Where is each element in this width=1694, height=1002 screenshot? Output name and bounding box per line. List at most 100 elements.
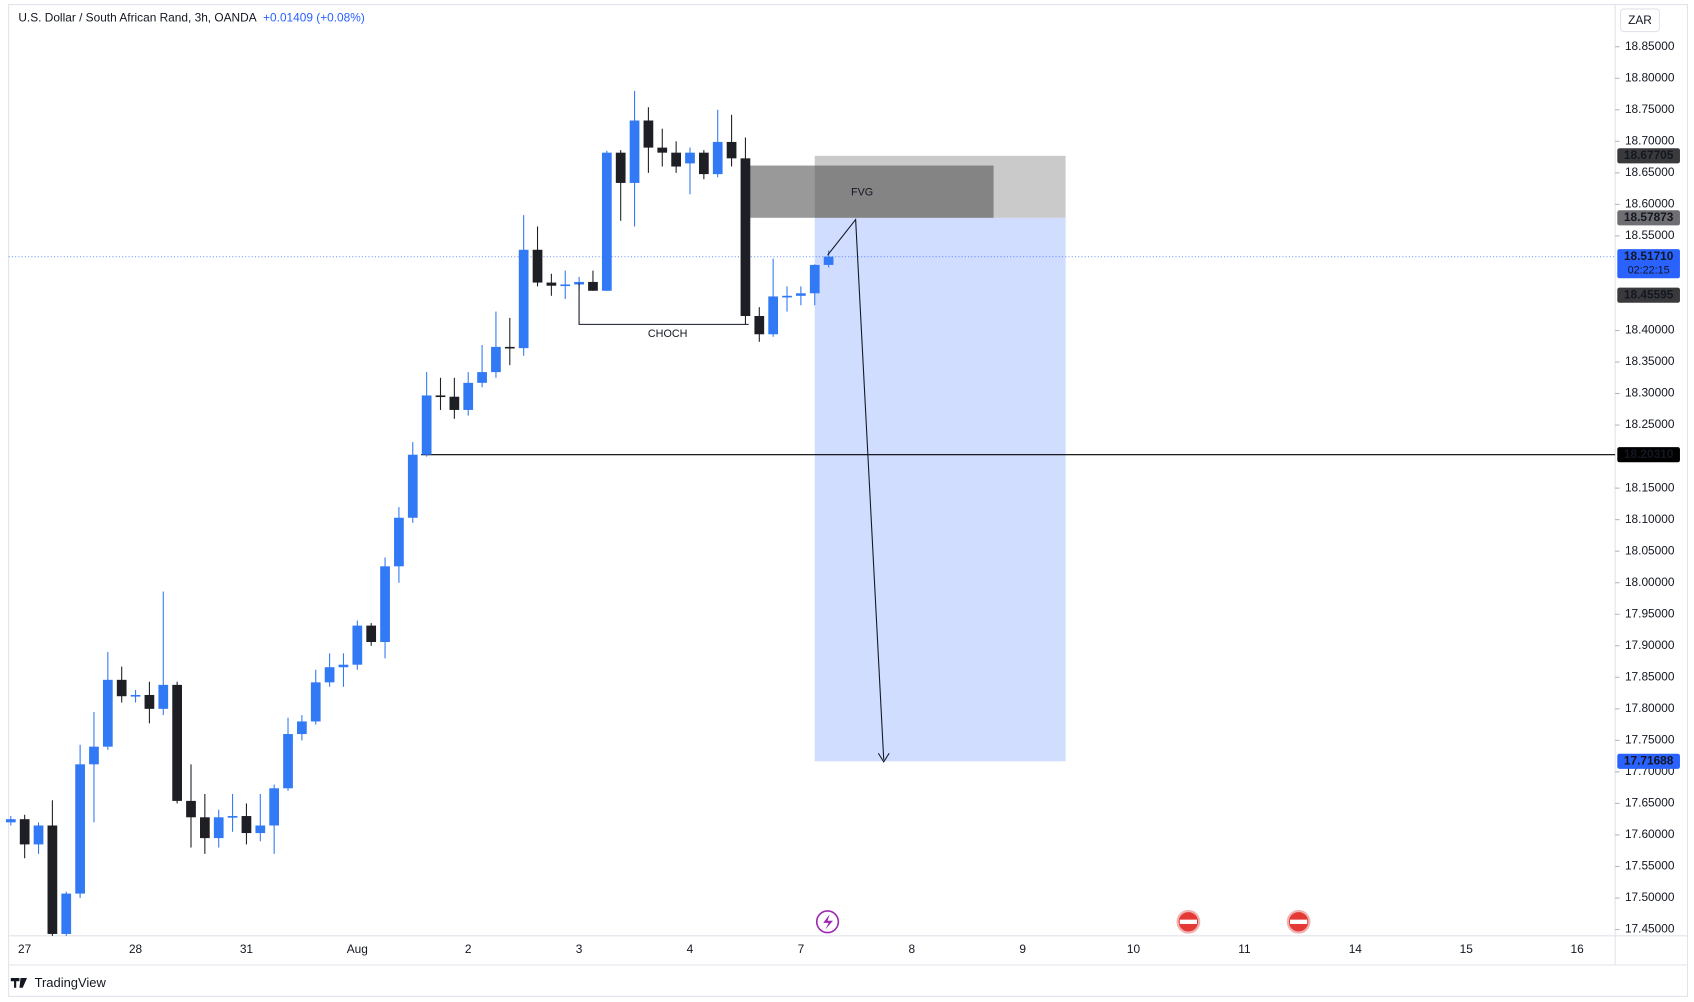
y-tick-label: 17.85000 <box>1625 669 1675 683</box>
candle-body <box>823 256 834 265</box>
y-tick-label: 18.35000 <box>1625 354 1675 368</box>
price-badge <box>1617 210 1680 226</box>
fvg-zone <box>742 165 994 218</box>
frame <box>8 4 1689 997</box>
target-zone <box>814 217 1066 762</box>
candle-body <box>491 346 501 373</box>
y-tick-label: 18.25000 <box>1625 417 1675 431</box>
candles <box>5 90 834 936</box>
candle-body <box>685 152 695 164</box>
x-tick-label: 3 <box>576 942 583 956</box>
x-tick-label: 9 <box>1019 942 1026 956</box>
candle-body <box>435 395 446 398</box>
x-tick-label: 7 <box>798 942 805 956</box>
candle-body <box>560 284 571 287</box>
candle-body <box>657 147 668 153</box>
price-badge <box>1617 447 1680 463</box>
projection-arrow <box>827 218 885 760</box>
y-tick-label: 18.75000 <box>1625 102 1675 116</box>
candle-body <box>754 315 765 335</box>
candle-body <box>19 819 30 845</box>
candle-body <box>144 694 155 709</box>
candle-body <box>796 293 806 296</box>
price-badge <box>1617 249 1680 279</box>
candle-body <box>477 372 487 383</box>
x-tick-label: 27 <box>18 942 31 956</box>
events <box>815 909 1311 934</box>
y-tick-label: 18.00000 <box>1625 575 1675 589</box>
x-tick-label: 10 <box>1127 942 1141 956</box>
footer-brand: TradingView <box>35 975 107 990</box>
candle-body <box>130 694 141 697</box>
y-tick-label: 18.05000 <box>1625 543 1675 557</box>
candle-body <box>213 817 224 839</box>
candle-body <box>407 454 418 518</box>
price-badge <box>1617 287 1680 303</box>
candle-body <box>698 152 709 175</box>
price-badge-label: 18.57873 <box>1624 210 1674 224</box>
arrow-head <box>877 752 890 763</box>
countdown-label: 02:22:15 <box>1628 265 1670 277</box>
x-tick-label: 11 <box>1238 942 1251 956</box>
candle-body <box>75 764 85 894</box>
candle-body <box>102 679 113 747</box>
candle-body <box>172 684 182 801</box>
candle-body <box>324 667 335 683</box>
zones <box>8 155 1616 762</box>
currency-box[interactable] <box>1619 8 1660 33</box>
y-tick-label: 18.10000 <box>1625 512 1675 526</box>
candle-body <box>782 295 792 298</box>
price-badge <box>1617 753 1680 769</box>
price-badge-label: 18.51710 <box>1624 249 1674 263</box>
y-tick-label: 17.90000 <box>1625 638 1675 652</box>
candle-body <box>227 816 238 818</box>
candle-body <box>158 684 169 709</box>
fvg-label: FVG <box>851 186 873 198</box>
x-tick-label: 4 <box>687 942 694 956</box>
event-icon-glyph <box>823 914 833 930</box>
chart-title: U.S. Dollar / South African Rand, 3h, OA… <box>18 11 256 25</box>
candle-body <box>809 264 820 294</box>
y-tick-label: 18.65000 <box>1625 165 1675 179</box>
candle-body <box>366 625 377 642</box>
event-icon-glyph <box>1289 919 1308 924</box>
header: U.S. Dollar / South African Rand, 3h, OA… <box>18 11 364 25</box>
candle-body <box>380 566 390 642</box>
candle-body <box>186 800 196 818</box>
drawings: CHOCH FVG <box>578 186 890 763</box>
candle-body <box>629 120 640 183</box>
y-tick-label: 18.85000 <box>1625 39 1675 53</box>
x-tick-label: 8 <box>908 942 915 956</box>
x-tick-label: 31 <box>240 942 254 956</box>
event-icon-glyph <box>1179 919 1198 924</box>
candle-body <box>33 825 44 845</box>
y-tick-label: 17.75000 <box>1625 733 1675 747</box>
candle-body <box>394 517 404 567</box>
x-tick-label: Aug <box>347 942 368 956</box>
candle-body <box>546 282 557 286</box>
price-badge <box>1617 148 1680 164</box>
candle-body <box>643 120 654 148</box>
y-tick-label: 17.65000 <box>1625 796 1675 810</box>
y-tick-label: 18.30000 <box>1625 386 1675 400</box>
candle-body <box>255 825 266 834</box>
y-tick-label: 18.80000 <box>1625 70 1675 84</box>
candle-body <box>199 817 210 839</box>
price-badge-label: 18.20310 <box>1624 447 1674 461</box>
candle-body <box>532 249 543 283</box>
candle-body <box>601 152 612 291</box>
candle-body <box>116 679 127 697</box>
x-tick-label: 14 <box>1349 942 1363 956</box>
logo <box>10 977 28 988</box>
x-tick-label: 28 <box>129 942 143 956</box>
candle-body <box>768 296 779 335</box>
x-tick-label: 16 <box>1570 942 1584 956</box>
candle-body <box>740 158 751 316</box>
candle-body <box>338 664 349 668</box>
y-tick-label: 17.80000 <box>1625 701 1675 715</box>
choch-label: CHOCH <box>648 328 688 340</box>
y-tick-label: 18.55000 <box>1625 228 1675 242</box>
axes: 17.45000 17.50000 17.55000 17.60000 17.65000… <box>18 39 1680 956</box>
